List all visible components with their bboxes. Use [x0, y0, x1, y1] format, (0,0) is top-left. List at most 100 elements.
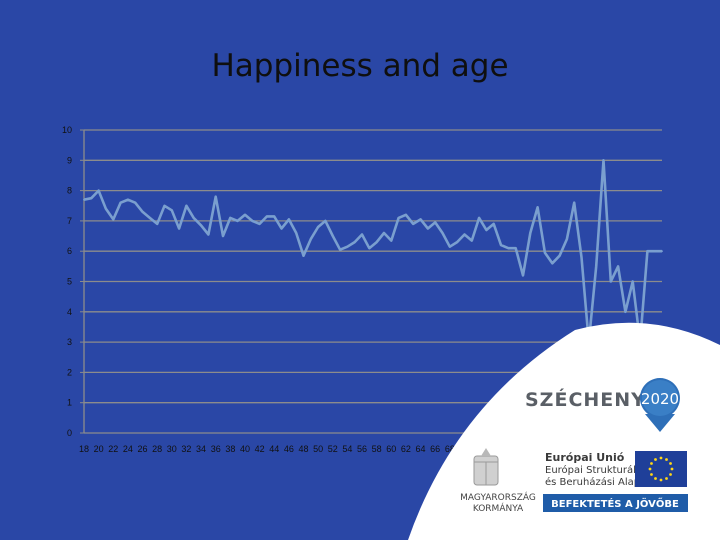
data-point	[141, 210, 144, 213]
x-tick-label: 52	[328, 444, 338, 454]
data-point	[507, 247, 510, 250]
x-tick-label: 95	[642, 444, 652, 454]
data-point	[544, 251, 546, 254]
x-tick-label: 62	[401, 444, 411, 454]
data-point	[119, 201, 122, 204]
y-tick-label: 6	[67, 246, 72, 256]
data-point	[317, 226, 320, 228]
x-tick-labels: 18 20 22 24 26 28 30 32 34 36 38 40 42 44 46 48 50 52 54 56…	[79, 444, 667, 454]
y-tick-label: 3	[67, 337, 72, 347]
grid-lines	[80, 129, 662, 434]
data-point	[361, 233, 363, 236]
x-tick-label: 42	[255, 444, 265, 454]
x-tick-label: 64	[416, 444, 426, 454]
x-tick-label: 84	[562, 444, 572, 454]
data-point	[434, 221, 437, 224]
data-point	[405, 213, 407, 216]
data-point	[551, 262, 554, 265]
x-tick-label: 54	[342, 444, 352, 454]
data-point	[536, 206, 539, 209]
data-point	[346, 245, 349, 248]
x-tick-label: 58	[372, 444, 382, 454]
x-tick-label: 24	[123, 444, 133, 454]
x-tick-label: 18	[79, 444, 89, 454]
data-point	[456, 241, 459, 244]
data-point	[214, 195, 217, 198]
data-point	[383, 232, 385, 234]
data-point	[375, 241, 378, 244]
data-point	[529, 232, 532, 234]
data-point	[339, 248, 341, 251]
data-point	[324, 220, 327, 222]
x-tick-label: 56	[357, 444, 367, 454]
data-point	[463, 233, 466, 236]
data-point	[309, 238, 312, 240]
x-tick-label: 36	[211, 444, 221, 454]
x-tick-label: 72	[474, 444, 484, 454]
x-tick-label: 76	[503, 444, 513, 454]
x-tick-label: 32	[181, 444, 191, 454]
data-point	[602, 159, 605, 162]
data-point	[522, 274, 524, 277]
data-point	[558, 254, 561, 257]
data-point	[112, 218, 115, 221]
x-tick-label: 46	[284, 444, 294, 454]
data-point	[134, 201, 137, 204]
data-point	[514, 247, 517, 250]
data-point	[258, 223, 261, 225]
data-point	[105, 207, 107, 210]
x-tick-label: 97	[657, 444, 667, 454]
y-tick-label: 0	[67, 428, 72, 438]
data-point	[170, 209, 173, 212]
data-point	[470, 239, 473, 242]
data-point	[280, 227, 283, 230]
y-tick-label: 5	[67, 277, 72, 287]
data-point	[492, 223, 495, 225]
x-tick-label: 66	[430, 444, 440, 454]
data-point	[419, 218, 422, 221]
data-point	[148, 216, 151, 219]
data-point	[368, 247, 371, 250]
data-point	[441, 232, 444, 234]
x-tick-label: 28	[152, 444, 162, 454]
series-layer	[83, 159, 663, 344]
data-point	[178, 227, 181, 230]
x-tick-label: 20	[94, 444, 104, 454]
data-point	[353, 241, 356, 244]
data-point	[631, 280, 634, 283]
data-point	[295, 232, 298, 234]
data-point	[251, 220, 254, 222]
data-point	[448, 245, 451, 248]
y-tick-label: 7	[67, 216, 72, 226]
data-point	[90, 197, 93, 200]
x-tick-label: 38	[225, 444, 235, 454]
data-point	[624, 310, 627, 313]
data-point	[302, 254, 305, 257]
data-point	[266, 215, 268, 218]
x-tick-label: 88	[591, 444, 601, 454]
data-point	[207, 233, 210, 236]
data-point	[587, 341, 590, 343]
data-point	[126, 198, 129, 201]
y-tick-labels: 0 1 2 3 4 5 6 7 8 9 10	[62, 125, 72, 438]
x-tick-label: 40	[240, 444, 250, 454]
data-point	[163, 204, 166, 207]
data-point	[200, 224, 202, 227]
y-tick-label: 10	[62, 125, 72, 135]
x-tick-label: 90	[606, 444, 616, 454]
y-tick-label: 8	[67, 186, 72, 196]
y-tick-label: 2	[67, 367, 72, 377]
data-point	[244, 213, 246, 216]
x-tick-label: 68	[445, 444, 455, 454]
x-tick-label: 86	[577, 444, 587, 454]
data-point	[412, 223, 415, 225]
data-point	[83, 198, 85, 201]
x-tick-label: 80	[533, 444, 543, 454]
x-tick-label: 22	[108, 444, 118, 454]
x-tick-label: 44	[269, 444, 279, 454]
y-tick-label: 9	[67, 155, 72, 165]
data-point	[390, 239, 393, 242]
data-point	[156, 223, 159, 225]
x-tick-label: 82	[547, 444, 557, 454]
x-tick-label: 50	[313, 444, 323, 454]
